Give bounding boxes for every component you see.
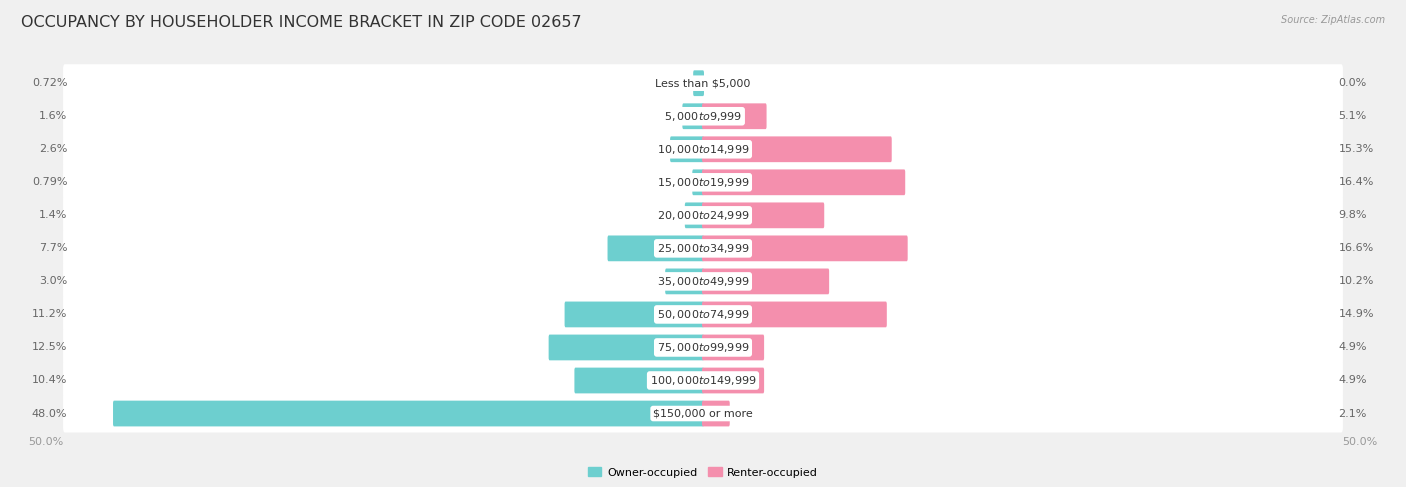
FancyBboxPatch shape xyxy=(575,368,704,393)
Text: Source: ZipAtlas.com: Source: ZipAtlas.com xyxy=(1281,15,1385,25)
Text: 3.0%: 3.0% xyxy=(39,277,67,286)
Text: OCCUPANCY BY HOUSEHOLDER INCOME BRACKET IN ZIP CODE 02657: OCCUPANCY BY HOUSEHOLDER INCOME BRACKET … xyxy=(21,15,582,30)
Text: 0.0%: 0.0% xyxy=(1339,78,1367,88)
FancyBboxPatch shape xyxy=(63,394,1343,432)
Text: 7.7%: 7.7% xyxy=(39,244,67,253)
FancyBboxPatch shape xyxy=(548,335,704,360)
Text: 0.79%: 0.79% xyxy=(32,177,67,187)
Text: 15.3%: 15.3% xyxy=(1339,144,1374,154)
FancyBboxPatch shape xyxy=(63,131,1343,169)
FancyBboxPatch shape xyxy=(63,163,1343,201)
FancyBboxPatch shape xyxy=(702,103,766,129)
Text: 48.0%: 48.0% xyxy=(32,409,67,418)
FancyBboxPatch shape xyxy=(702,236,908,261)
FancyBboxPatch shape xyxy=(702,268,830,294)
FancyBboxPatch shape xyxy=(63,229,1343,267)
Text: 5.1%: 5.1% xyxy=(1339,111,1367,121)
Text: $15,000 to $19,999: $15,000 to $19,999 xyxy=(657,176,749,189)
Text: Less than $5,000: Less than $5,000 xyxy=(655,78,751,88)
FancyBboxPatch shape xyxy=(63,361,1343,399)
FancyBboxPatch shape xyxy=(702,335,763,360)
FancyBboxPatch shape xyxy=(63,296,1343,334)
FancyBboxPatch shape xyxy=(702,169,905,195)
Text: 16.6%: 16.6% xyxy=(1339,244,1374,253)
Text: 12.5%: 12.5% xyxy=(32,342,67,353)
FancyBboxPatch shape xyxy=(665,268,704,294)
Text: 2.1%: 2.1% xyxy=(1339,409,1367,418)
Text: 9.8%: 9.8% xyxy=(1339,210,1367,220)
Text: 10.4%: 10.4% xyxy=(32,375,67,386)
Text: $25,000 to $34,999: $25,000 to $34,999 xyxy=(657,242,749,255)
FancyBboxPatch shape xyxy=(702,368,763,393)
Text: 16.4%: 16.4% xyxy=(1339,177,1374,187)
FancyBboxPatch shape xyxy=(63,97,1343,135)
FancyBboxPatch shape xyxy=(565,301,704,327)
FancyBboxPatch shape xyxy=(692,169,704,195)
Text: $150,000 or more: $150,000 or more xyxy=(654,409,752,418)
FancyBboxPatch shape xyxy=(63,64,1343,102)
FancyBboxPatch shape xyxy=(63,196,1343,234)
FancyBboxPatch shape xyxy=(693,70,704,96)
FancyBboxPatch shape xyxy=(607,236,704,261)
Text: 0.72%: 0.72% xyxy=(32,78,67,88)
Text: $100,000 to $149,999: $100,000 to $149,999 xyxy=(650,374,756,387)
FancyBboxPatch shape xyxy=(702,301,887,327)
FancyBboxPatch shape xyxy=(702,203,824,228)
Text: 50.0%: 50.0% xyxy=(1343,437,1378,447)
Legend: Owner-occupied, Renter-occupied: Owner-occupied, Renter-occupied xyxy=(583,463,823,482)
Text: $75,000 to $99,999: $75,000 to $99,999 xyxy=(657,341,749,354)
FancyBboxPatch shape xyxy=(702,401,730,427)
Text: 50.0%: 50.0% xyxy=(28,437,63,447)
Text: 10.2%: 10.2% xyxy=(1339,277,1374,286)
Text: 4.9%: 4.9% xyxy=(1339,342,1367,353)
FancyBboxPatch shape xyxy=(702,136,891,162)
Text: $50,000 to $74,999: $50,000 to $74,999 xyxy=(657,308,749,321)
Text: $5,000 to $9,999: $5,000 to $9,999 xyxy=(664,110,742,123)
Text: $20,000 to $24,999: $20,000 to $24,999 xyxy=(657,209,749,222)
FancyBboxPatch shape xyxy=(685,203,704,228)
Text: 4.9%: 4.9% xyxy=(1339,375,1367,386)
FancyBboxPatch shape xyxy=(63,262,1343,300)
FancyBboxPatch shape xyxy=(63,328,1343,366)
FancyBboxPatch shape xyxy=(682,103,704,129)
Text: 1.4%: 1.4% xyxy=(39,210,67,220)
FancyBboxPatch shape xyxy=(671,136,704,162)
Text: 11.2%: 11.2% xyxy=(32,309,67,319)
FancyBboxPatch shape xyxy=(112,401,704,427)
Text: 2.6%: 2.6% xyxy=(39,144,67,154)
Text: 1.6%: 1.6% xyxy=(39,111,67,121)
Text: $35,000 to $49,999: $35,000 to $49,999 xyxy=(657,275,749,288)
Text: 14.9%: 14.9% xyxy=(1339,309,1374,319)
Text: $10,000 to $14,999: $10,000 to $14,999 xyxy=(657,143,749,156)
